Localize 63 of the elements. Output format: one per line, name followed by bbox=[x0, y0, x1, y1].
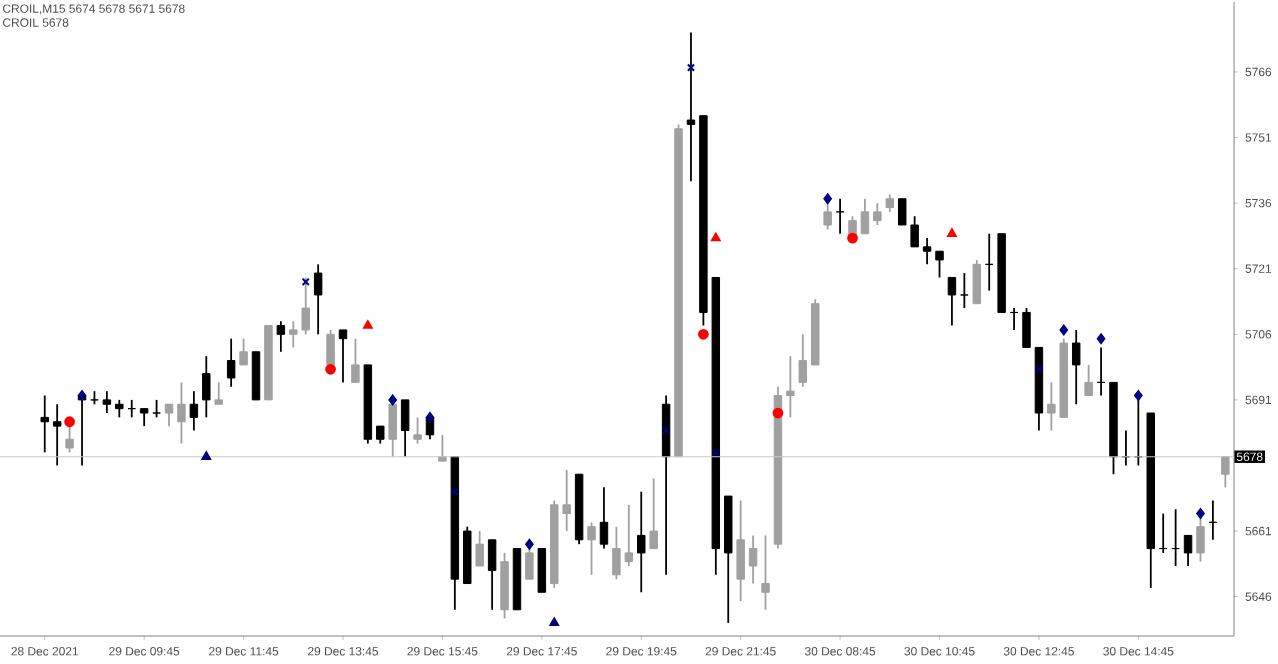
candlestick bbox=[860, 197, 870, 235]
point bbox=[425, 411, 435, 423]
candlestick bbox=[40, 394, 49, 454]
point bbox=[1196, 508, 1205, 519]
candlestick bbox=[202, 355, 211, 419]
point bbox=[847, 232, 858, 244]
candlestick bbox=[102, 390, 112, 414]
candlestick bbox=[835, 197, 845, 235]
candlestick bbox=[798, 333, 808, 388]
point bbox=[1134, 390, 1143, 401]
point bbox=[525, 538, 534, 550]
point bbox=[1059, 324, 1069, 336]
candlestick bbox=[873, 202, 882, 226]
candlestick bbox=[214, 381, 223, 406]
candlestick bbox=[475, 530, 484, 567]
candlestick bbox=[761, 534, 770, 611]
point bbox=[388, 394, 397, 406]
candlestick bbox=[226, 337, 236, 388]
point bbox=[363, 320, 373, 329]
candlestick bbox=[537, 547, 547, 594]
candlestick bbox=[400, 398, 410, 458]
candlestick bbox=[736, 499, 745, 602]
point bbox=[698, 328, 709, 340]
candlestick bbox=[935, 250, 944, 279]
candlestick bbox=[313, 263, 323, 336]
candlestick bbox=[649, 477, 658, 550]
point bbox=[64, 416, 75, 428]
point bbox=[772, 407, 784, 419]
candlestick bbox=[637, 490, 646, 594]
point bbox=[823, 193, 832, 205]
candlestick bbox=[1221, 455, 1230, 489]
candlestick bbox=[276, 320, 286, 353]
candlestick bbox=[177, 381, 186, 445]
candlestick bbox=[748, 534, 758, 585]
point bbox=[325, 363, 336, 375]
point bbox=[201, 451, 212, 460]
candlestick bbox=[972, 259, 982, 305]
candlestick bbox=[960, 272, 969, 309]
point bbox=[947, 228, 957, 237]
candlestick bbox=[786, 355, 795, 419]
candlestick bbox=[487, 538, 497, 611]
candlestick bbox=[164, 403, 174, 428]
candlestick bbox=[922, 237, 932, 266]
point bbox=[77, 390, 87, 401]
candlestick bbox=[1022, 307, 1031, 349]
point bbox=[1096, 333, 1106, 345]
candlestick bbox=[587, 521, 596, 576]
point bbox=[549, 617, 560, 627]
candlestick bbox=[413, 416, 422, 445]
candlestick bbox=[947, 276, 957, 327]
candlestick bbox=[189, 390, 199, 432]
candlestick bbox=[1183, 534, 1193, 567]
point bbox=[711, 232, 721, 242]
point bbox=[1034, 365, 1044, 374]
candlestick bbox=[388, 398, 397, 458]
candlestick bbox=[239, 337, 248, 366]
candlestick bbox=[1071, 329, 1081, 406]
candlestick bbox=[599, 486, 609, 550]
candlestick bbox=[52, 403, 62, 467]
candlestick bbox=[438, 433, 447, 462]
candlestick bbox=[351, 337, 360, 384]
candlestick bbox=[338, 329, 348, 384]
candlestick bbox=[1084, 364, 1093, 397]
